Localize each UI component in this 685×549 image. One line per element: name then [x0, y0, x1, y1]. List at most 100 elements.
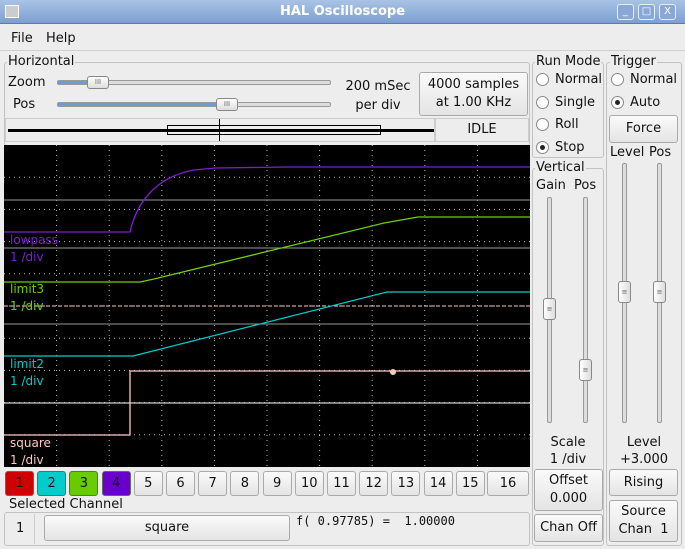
trace-label-lowpass: lowpass — [10, 233, 58, 247]
minimize-icon[interactable]: _ — [617, 4, 634, 20]
level-text: Level — [626, 435, 662, 450]
channel-button-10[interactable]: 10 — [294, 471, 324, 496]
channel-button-14[interactable]: 14 — [423, 471, 453, 496]
radio-label: Roll — [555, 117, 579, 132]
channel-name-button[interactable]: square — [44, 515, 290, 541]
menu-file[interactable]: File — [11, 31, 33, 46]
trigger-pos-label: Pos — [649, 145, 672, 160]
trigger-level-handle[interactable]: ≡ — [618, 281, 631, 303]
level-value: +3.000 — [619, 452, 669, 467]
vertical-pos-label: Pos — [574, 178, 597, 193]
position-indicator[interactable] — [5, 118, 435, 142]
run-mode-label: Run Mode — [535, 54, 602, 69]
trace-scale-square: 1 /div — [10, 453, 44, 467]
channel-button-1[interactable]: 1 — [5, 471, 34, 496]
run-mode-single[interactable]: Single — [536, 95, 595, 110]
channel-button-9[interactable]: 9 — [262, 471, 292, 496]
menu-bar: File Help — [0, 25, 685, 51]
run-mode-roll[interactable]: Roll — [536, 117, 579, 132]
radio-icon[interactable] — [611, 95, 624, 109]
trigger-level-label: Level — [610, 145, 645, 160]
status-idle: IDLE — [435, 118, 529, 142]
pos-slider-handle[interactable]: III — [216, 98, 238, 111]
offset-value: 0.000 — [549, 491, 588, 506]
radio-icon[interactable] — [536, 73, 549, 86]
vertical-pos-slider[interactable] — [583, 197, 588, 423]
scale-readout: Scale 1 /div — [533, 434, 603, 468]
trace-label-limit2: limit2 — [10, 357, 45, 371]
title-bar: HAL Oscilloscope _ □ X — [0, 0, 685, 24]
channel-button-8[interactable]: 8 — [230, 471, 260, 496]
trigger-label: Trigger — [610, 54, 657, 69]
trace-scale-lowpass: 1 /div — [10, 250, 44, 264]
time-per-div: 200 mSec per div — [340, 77, 416, 115]
trace-limit2 — [4, 291, 530, 357]
rate-line2: per div — [355, 98, 401, 113]
trigger-mode-normal[interactable]: Normal — [611, 72, 677, 87]
channel-button-4[interactable]: 4 — [101, 471, 131, 496]
zoom-slider[interactable] — [57, 80, 331, 85]
chan-off-button[interactable]: Chan Off — [534, 514, 603, 542]
pos-slider[interactable] — [57, 102, 331, 107]
channel-button-7[interactable]: 7 — [198, 471, 228, 496]
horizontal-label: Horizontal — [7, 54, 76, 69]
channel-button-13[interactable]: 13 — [391, 471, 421, 496]
trace-lowpass — [4, 166, 530, 233]
force-button[interactable]: Force — [609, 115, 678, 143]
offset-label: Offset — [548, 473, 589, 488]
offset-button[interactable]: Offset 0.000 — [534, 469, 603, 511]
radio-label: Auto — [630, 94, 661, 110]
scale-value: 1 /div — [549, 452, 587, 467]
trace-square — [4, 370, 530, 436]
run-mode-stop[interactable]: Stop — [536, 140, 585, 155]
vertical-label: Vertical — [535, 160, 586, 175]
gain-handle[interactable]: ≡ — [543, 298, 556, 320]
rate-line1: 200 mSec — [345, 79, 411, 94]
selected-channel-frame — [4, 512, 530, 546]
radio-label: Single — [555, 94, 595, 110]
channel-button-12[interactable]: 12 — [359, 471, 389, 496]
zoom-label: Zoom — [8, 75, 46, 90]
samples-button[interactable]: 4000 samples at 1.00 KHz — [419, 72, 528, 116]
scale-label: Scale — [550, 435, 586, 450]
radio-icon[interactable] — [611, 73, 624, 86]
scope-display[interactable] — [4, 145, 530, 467]
trigger-pos-handle[interactable]: ≡ — [653, 281, 666, 303]
trace-label-square: square — [10, 436, 51, 450]
radio-icon[interactable] — [536, 118, 549, 131]
vertical-pos-handle[interactable]: ≡ — [579, 359, 592, 381]
pos-label: Pos — [13, 97, 36, 112]
trace-label-limit3: limit3 — [10, 282, 45, 296]
trace-limit3 — [4, 216, 530, 283]
channel-button-2[interactable]: 2 — [37, 471, 67, 496]
source-line1: Source — [621, 504, 666, 519]
radio-label: Stop — [555, 139, 585, 155]
radio-label: Normal — [630, 72, 678, 87]
window-title: HAL Oscilloscope — [279, 4, 406, 19]
rising-button[interactable]: Rising — [609, 469, 678, 496]
channel-button-5[interactable]: 5 — [133, 471, 163, 496]
run-mode-normal[interactable]: Normal — [536, 72, 602, 87]
radio-icon[interactable] — [536, 95, 549, 109]
samples-line1: 4000 samples — [427, 77, 520, 92]
trace-scale-limit2: 1 /div — [10, 374, 44, 388]
source-button[interactable]: Source Chan 1 — [609, 500, 678, 542]
selected-channel-label: Selected Channel — [8, 497, 124, 512]
channel-button-15[interactable]: 15 — [455, 471, 485, 496]
radio-icon[interactable] — [536, 140, 549, 154]
channel-button-6[interactable]: 6 — [166, 471, 195, 496]
maximize-icon[interactable]: □ — [638, 4, 655, 20]
channel-button-3[interactable]: 3 — [69, 471, 99, 496]
samples-line2: at 1.00 KHz — [435, 95, 512, 110]
value-readout: f( 0.97785) = 1.00000 — [296, 514, 455, 528]
channel-button-11[interactable]: 11 — [327, 471, 356, 496]
gain-label: Gain — [536, 178, 566, 193]
trigger-marker — [390, 369, 396, 375]
zoom-slider-handle[interactable]: III — [87, 76, 109, 89]
trigger-mode-auto[interactable]: Auto — [611, 95, 660, 110]
close-icon[interactable]: X — [659, 4, 676, 20]
menu-help[interactable]: Help — [46, 31, 76, 46]
trace-scale-limit3: 1 /div — [10, 299, 44, 313]
window-menu-icon[interactable] — [5, 5, 19, 18]
channel-button-16[interactable]: 16 — [487, 471, 529, 496]
